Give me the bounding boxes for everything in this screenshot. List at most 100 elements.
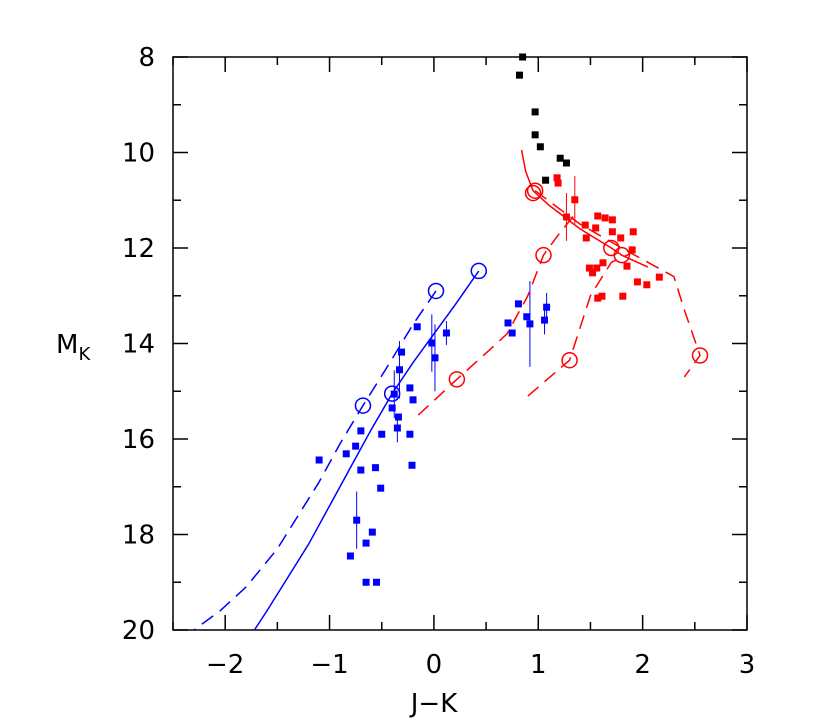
track [253, 270, 480, 631]
data-point [357, 466, 365, 474]
x-tick-label: 2 [634, 650, 651, 680]
data-point [523, 313, 531, 321]
data-point [342, 450, 350, 458]
data-point [378, 430, 386, 438]
y-tick-label: 20 [122, 616, 155, 646]
data-point [393, 424, 401, 432]
data-point [413, 323, 421, 331]
data-point [504, 319, 512, 327]
data-point [629, 228, 637, 236]
data-point [536, 143, 544, 151]
data-point [623, 262, 631, 270]
y-tick-label: 12 [122, 234, 155, 264]
open-circle [691, 347, 709, 364]
track [520, 149, 649, 268]
dashed-track [417, 214, 576, 416]
data-point [655, 273, 663, 281]
open-circle [561, 351, 578, 369]
data-point [526, 320, 534, 328]
x-tick-label: 0 [426, 650, 443, 680]
data-point [571, 196, 579, 204]
x-axis-label: J−K [409, 689, 458, 719]
data-point [562, 159, 570, 167]
x-tick-label: −2 [206, 650, 244, 680]
data-point [442, 329, 450, 337]
data-point [562, 213, 570, 221]
y-tick-label: 16 [122, 425, 155, 455]
data-point [581, 221, 589, 229]
data-point [541, 316, 549, 324]
y-axis-label-main: M [56, 330, 78, 360]
data-point [362, 539, 370, 547]
dashed-track [534, 190, 701, 378]
data-point [594, 294, 602, 302]
data-point [394, 413, 402, 421]
data-point [508, 329, 516, 337]
dashed-track [193, 290, 437, 631]
data-point [593, 264, 601, 272]
data-point [346, 552, 354, 560]
data-point [592, 224, 600, 232]
data-point [431, 354, 439, 362]
open-circle [613, 246, 631, 264]
data-point [531, 108, 539, 116]
y-tick-label: 14 [122, 330, 155, 360]
data-point [373, 578, 381, 586]
x-tick-label: −1 [310, 650, 348, 680]
data-point [428, 339, 436, 347]
data-point [371, 464, 379, 472]
data-point [390, 390, 398, 398]
data-point [633, 278, 641, 286]
y-tick-label: 8 [138, 43, 155, 73]
data-point [594, 212, 602, 220]
data-point [388, 404, 396, 412]
data-point [377, 484, 385, 492]
data-point [352, 442, 360, 450]
data-point [357, 427, 365, 435]
data-point [601, 214, 609, 222]
data-point [598, 292, 606, 300]
open-circle [354, 397, 372, 414]
open-circle [383, 385, 401, 402]
data-point [643, 281, 651, 289]
data-point [409, 396, 417, 404]
data-point [619, 292, 627, 300]
x-tick-label: 3 [739, 650, 756, 680]
data-point [368, 528, 376, 536]
data-point [408, 461, 416, 469]
data-point [519, 53, 527, 61]
x-tick-label: 1 [530, 650, 547, 680]
data-point [599, 259, 607, 267]
data-point [406, 430, 414, 438]
data-point [554, 179, 562, 187]
data-point [315, 456, 323, 464]
data-point [628, 246, 636, 254]
data-point [362, 578, 370, 586]
dashed-track [527, 252, 633, 397]
open-circle [470, 262, 488, 280]
data-point [542, 176, 550, 184]
data-point [608, 228, 616, 236]
data-point [608, 216, 616, 224]
open-circle [524, 184, 542, 202]
data-point [406, 384, 414, 392]
data-point [515, 71, 523, 79]
open-circle [535, 246, 552, 264]
y-axis-label-sub: K [78, 344, 91, 365]
data-point [585, 264, 593, 272]
y-tick-label: 18 [122, 521, 155, 551]
data-point [398, 348, 406, 356]
data-point [589, 269, 597, 277]
data-point [543, 303, 551, 311]
data-point [617, 234, 625, 242]
plot-frame [172, 56, 748, 631]
y-tick-label: 10 [122, 139, 155, 169]
open-circle [448, 371, 466, 388]
data-point [531, 131, 539, 139]
data-point [353, 516, 361, 524]
open-circle [526, 182, 544, 199]
data-point [514, 300, 522, 308]
y-axis-label: MK [56, 330, 91, 365]
data-point [556, 154, 564, 162]
